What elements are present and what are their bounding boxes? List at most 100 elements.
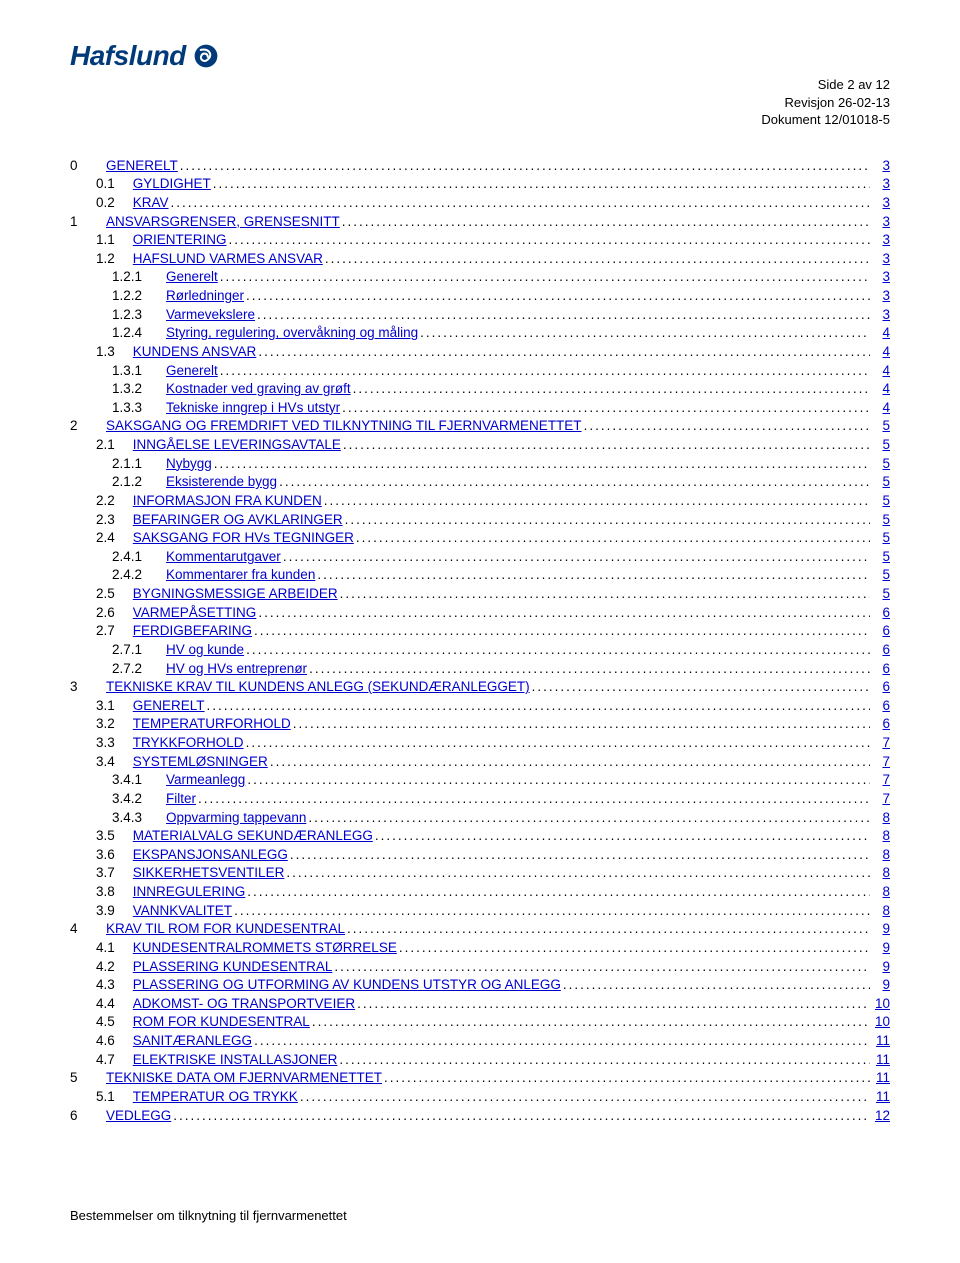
- toc-title[interactable]: HV og kunde: [166, 641, 244, 660]
- toc-page-number[interactable]: 3: [872, 287, 890, 306]
- toc-title[interactable]: Kommentarutgaver: [166, 548, 281, 567]
- toc-title[interactable]: Generelt: [166, 268, 218, 287]
- toc-title[interactable]: Tekniske inngrep i HVs utstyr: [166, 399, 340, 418]
- toc-page-number[interactable]: 5: [872, 566, 890, 585]
- toc-title[interactable]: Generelt: [166, 362, 218, 381]
- toc-page-number[interactable]: 5: [872, 417, 890, 436]
- toc-title[interactable]: GYLDIGHET: [133, 175, 211, 194]
- toc-title[interactable]: Filter: [166, 790, 196, 809]
- toc-title[interactable]: ADKOMST- OG TRANSPORTVEIER: [133, 995, 355, 1014]
- toc-title[interactable]: INNREGULERING: [133, 883, 246, 902]
- toc-page-number[interactable]: 3: [872, 157, 890, 176]
- toc-page-number[interactable]: 8: [872, 809, 890, 828]
- toc-page-number[interactable]: 9: [872, 920, 890, 939]
- toc-page-number[interactable]: 6: [872, 641, 890, 660]
- toc-title[interactable]: TEMPERATURFORHOLD: [133, 715, 291, 734]
- toc-title[interactable]: ROM FOR KUNDESENTRAL: [133, 1013, 310, 1032]
- toc-title[interactable]: INFORMASJON FRA KUNDEN: [133, 492, 322, 511]
- toc-page-number[interactable]: 9: [872, 976, 890, 995]
- toc-page-number[interactable]: 7: [872, 753, 890, 772]
- toc-title[interactable]: SAKSGANG OG FREMDRIFT VED TILKNYTNING TI…: [106, 417, 582, 436]
- toc-title[interactable]: KRAV TIL ROM FOR KUNDESENTRAL: [106, 920, 345, 939]
- toc-page-number[interactable]: 4: [872, 380, 890, 399]
- toc-title[interactable]: Oppvarming tappevann: [166, 809, 306, 828]
- toc-title[interactable]: SAKSGANG FOR HVs TEGNINGER: [133, 529, 354, 548]
- toc-title[interactable]: TEKNISKE KRAV TIL KUNDENS ANLEGG (SEKUND…: [106, 678, 530, 697]
- toc-page-number[interactable]: 3: [872, 231, 890, 250]
- toc-page-number[interactable]: 5: [872, 455, 890, 474]
- toc-title[interactable]: ANSVARSGRENSER, GRENSESNITT: [106, 213, 340, 232]
- toc-title[interactable]: SANITÆRANLEGG: [133, 1032, 252, 1051]
- toc-title[interactable]: ELEKTRISKE INSTALLASJONER: [133, 1051, 338, 1070]
- toc-page-number[interactable]: 5: [872, 548, 890, 567]
- toc-title[interactable]: ORIENTERING: [133, 231, 227, 250]
- toc-page-number[interactable]: 4: [872, 362, 890, 381]
- toc-title[interactable]: SYSTEMLØSNINGER: [133, 753, 268, 772]
- toc-page-number[interactable]: 11: [872, 1051, 890, 1070]
- toc-title[interactable]: PLASSERING OG UTFORMING AV KUNDENS UTSTY…: [133, 976, 561, 995]
- toc-page-number[interactable]: 10: [872, 1013, 890, 1032]
- toc-title[interactable]: MATERIALVALG SEKUNDÆRANLEGG: [133, 827, 373, 846]
- toc-page-number[interactable]: 5: [872, 529, 890, 548]
- toc-page-number[interactable]: 6: [872, 622, 890, 641]
- toc-page-number[interactable]: 6: [872, 697, 890, 716]
- toc-title[interactable]: BYGNINGSMESSIGE ARBEIDER: [133, 585, 338, 604]
- toc-page-number[interactable]: 8: [872, 902, 890, 921]
- toc-title[interactable]: Kostnader ved graving av grøft: [166, 380, 351, 399]
- toc-page-number[interactable]: 5: [872, 436, 890, 455]
- toc-page-number[interactable]: 6: [872, 660, 890, 679]
- toc-title[interactable]: GENERELT: [133, 697, 205, 716]
- toc-page-number[interactable]: 3: [872, 268, 890, 287]
- toc-title[interactable]: TEMPERATUR OG TRYKK: [133, 1088, 298, 1107]
- toc-title[interactable]: KUNDESENTRALROMMETS STØRRELSE: [133, 939, 397, 958]
- toc-title[interactable]: Nybygg: [166, 455, 212, 474]
- toc-page-number[interactable]: 6: [872, 604, 890, 623]
- toc-page-number[interactable]: 3: [872, 250, 890, 269]
- toc-title[interactable]: Eksisterende bygg: [166, 473, 277, 492]
- toc-page-number[interactable]: 8: [872, 883, 890, 902]
- toc-title[interactable]: EKSPANSJONSANLEGG: [133, 846, 288, 865]
- toc-title[interactable]: PLASSERING KUNDESENTRAL: [133, 958, 333, 977]
- toc-page-number[interactable]: 7: [872, 790, 890, 809]
- toc-title[interactable]: HAFSLUND VARMES ANSVAR: [133, 250, 323, 269]
- toc-page-number[interactable]: 8: [872, 827, 890, 846]
- toc-page-number[interactable]: 3: [872, 175, 890, 194]
- toc-page-number[interactable]: 7: [872, 734, 890, 753]
- toc-page-number[interactable]: 11: [872, 1069, 890, 1088]
- toc-title[interactable]: VARMEPÅSETTING: [133, 604, 257, 623]
- toc-page-number[interactable]: 8: [872, 846, 890, 865]
- toc-page-number[interactable]: 5: [872, 585, 890, 604]
- toc-page-number[interactable]: 3: [872, 306, 890, 325]
- toc-title[interactable]: VEDLEGG: [106, 1107, 171, 1126]
- toc-page-number[interactable]: 12: [872, 1107, 890, 1126]
- toc-page-number[interactable]: 7: [872, 771, 890, 790]
- toc-title[interactable]: Varmeanlegg: [166, 771, 245, 790]
- toc-title[interactable]: GENERELT: [106, 157, 178, 176]
- toc-page-number[interactable]: 5: [872, 492, 890, 511]
- toc-page-number[interactable]: 9: [872, 958, 890, 977]
- toc-page-number[interactable]: 6: [872, 715, 890, 734]
- toc-page-number[interactable]: 9: [872, 939, 890, 958]
- toc-page-number[interactable]: 3: [872, 194, 890, 213]
- toc-title[interactable]: Rørledninger: [166, 287, 244, 306]
- toc-page-number[interactable]: 11: [872, 1032, 890, 1051]
- toc-title[interactable]: TRYKKFORHOLD: [133, 734, 244, 753]
- toc-page-number[interactable]: 4: [872, 399, 890, 418]
- toc-title[interactable]: HV og HVs entreprenør: [166, 660, 307, 679]
- toc-page-number[interactable]: 5: [872, 511, 890, 530]
- toc-title[interactable]: SIKKERHETSVENTILER: [133, 864, 285, 883]
- toc-page-number[interactable]: 4: [872, 343, 890, 362]
- toc-title[interactable]: KUNDENS ANSVAR: [133, 343, 257, 362]
- toc-page-number[interactable]: 5: [872, 473, 890, 492]
- toc-title[interactable]: TEKNISKE DATA OM FJERNVARMENETTET: [106, 1069, 382, 1088]
- toc-page-number[interactable]: 4: [872, 324, 890, 343]
- toc-title[interactable]: KRAV: [133, 194, 169, 213]
- toc-title[interactable]: INNGÅELSE LEVERINGSAVTALE: [133, 436, 341, 455]
- toc-title[interactable]: VANNKVALITET: [133, 902, 232, 921]
- toc-title[interactable]: Kommentarer fra kunden: [166, 566, 315, 585]
- toc-page-number[interactable]: 10: [872, 995, 890, 1014]
- toc-title[interactable]: Styring, regulering, overvåkning og måli…: [166, 324, 418, 343]
- toc-page-number[interactable]: 11: [872, 1088, 890, 1107]
- toc-title[interactable]: FERDIGBEFARING: [133, 622, 252, 641]
- toc-title[interactable]: BEFARINGER OG AVKLARINGER: [133, 511, 343, 530]
